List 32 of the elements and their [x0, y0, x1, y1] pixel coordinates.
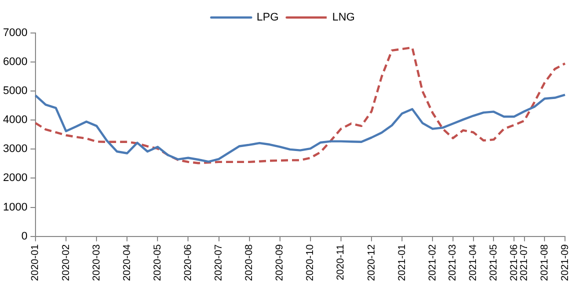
y-tick-label: 4000	[2, 114, 28, 126]
x-tick-label: 2020-01	[30, 244, 42, 282]
x-tick-label: 2020-04	[122, 244, 133, 282]
x-tick-label: 2020-11	[336, 244, 347, 280]
y-tick-label: 0	[21, 230, 28, 242]
y-tick-label: 1000	[2, 201, 28, 214]
x-tick-label: 2020-09	[274, 244, 286, 282]
x-tick-label: 2021-04	[468, 244, 480, 282]
x-tick-label: 2020-07	[214, 244, 225, 282]
x-tick-label: 2021-09	[560, 244, 571, 282]
x-tick-label: 2020-08	[244, 244, 256, 282]
x-tick-label: 2020-05	[152, 244, 164, 282]
x-tick-label: 2021-08	[539, 244, 550, 282]
legend-label: LPG	[256, 12, 279, 24]
x-tick-label: 2021-07	[519, 244, 530, 282]
x-tick-label: 2020-02	[60, 244, 72, 282]
legend-label: LNG	[332, 12, 355, 24]
x-tick-label: 2021-03	[448, 244, 459, 282]
y-tick-label: 7000	[2, 27, 28, 40]
x-tick-label: 2020-06	[182, 244, 194, 282]
y-tick-label: 2000	[2, 172, 28, 184]
line-series	[34, 46, 566, 164]
x-tick-label: 2021-05	[488, 244, 500, 282]
x-tick-label: 2020-03	[91, 244, 102, 282]
y-tick-label: 6000	[2, 56, 28, 68]
x-tick-label: 2020-10	[305, 244, 316, 282]
y-tick-label: 5000	[2, 85, 28, 98]
y-tick-label: 3000	[2, 143, 28, 156]
x-tick-label: 2021-06	[508, 244, 520, 282]
x-tick-label: 2020-12	[366, 244, 378, 282]
x-tick-label: 2021-02	[427, 244, 438, 282]
x-tick-label: 2021-01	[396, 244, 408, 282]
